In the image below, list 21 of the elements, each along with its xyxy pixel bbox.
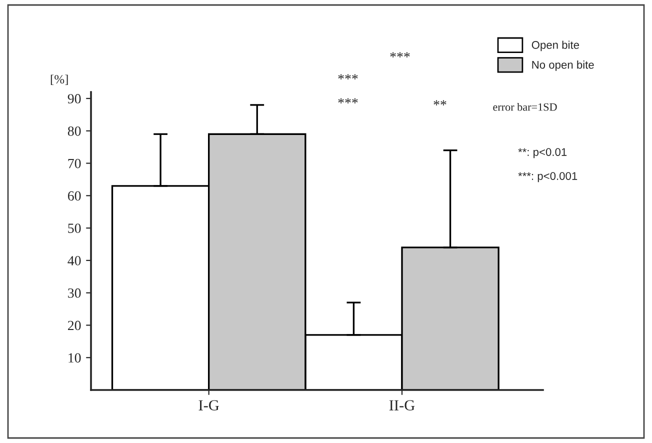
y-tick-label: 20 [68, 320, 81, 330]
text: *** [390, 52, 410, 58]
annotation: **: p<0.01 [518, 148, 567, 158]
x-tick-label: II-G [389, 400, 415, 410]
y-tick-label: 40 [68, 256, 81, 266]
y-tick-label: 70 [68, 158, 81, 168]
legend-label: Open bite [532, 40, 580, 52]
legend-label: No open bite [532, 60, 594, 71]
y-tick-label: 30 [68, 288, 81, 298]
annotation: *** [338, 98, 358, 104]
annotation: error bar=1SD [493, 102, 557, 111]
text: *** [338, 74, 358, 80]
y-tick-label: 10 [68, 353, 81, 363]
y-tick-label: 80 [68, 126, 81, 136]
y-tick-label: 60 [68, 191, 81, 201]
annotation: ** [434, 100, 446, 106]
y-tick-label: 50 [68, 224, 81, 233]
annotation: ***: p<0.001 [518, 172, 578, 182]
y-axis-title: [%] [50, 74, 68, 86]
y-tick-label: 90 [68, 94, 81, 104]
x-tick-label: I-G [198, 400, 219, 410]
